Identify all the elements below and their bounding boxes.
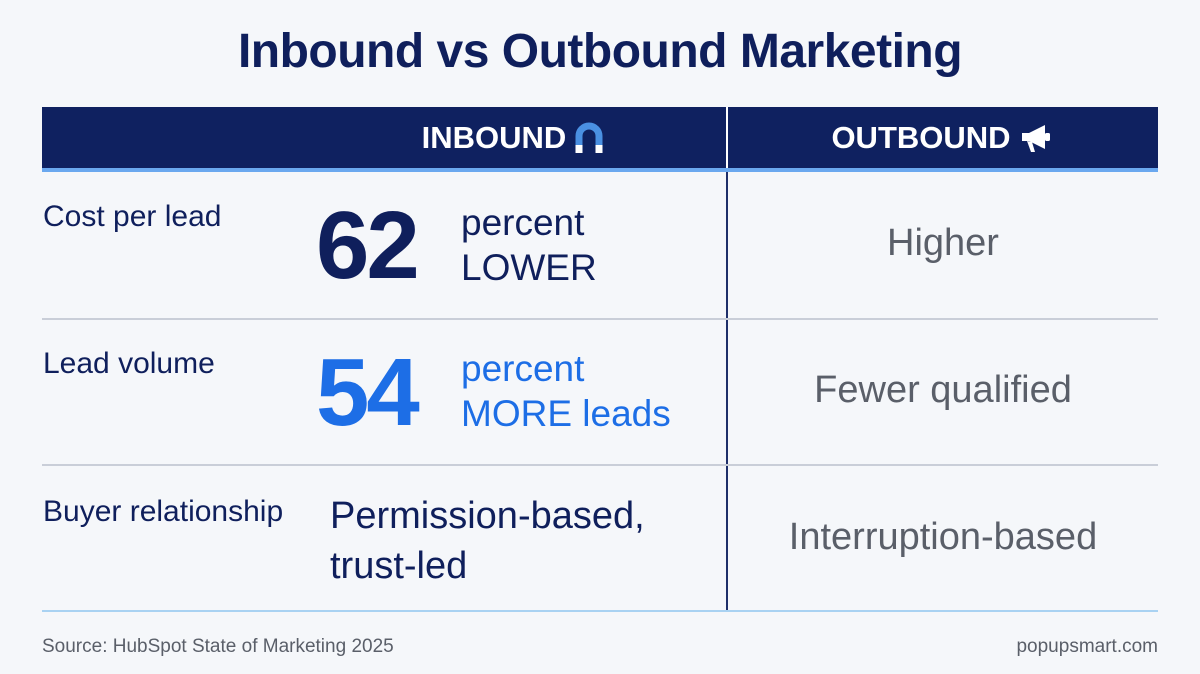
page-title: Inbound vs Outbound Marketing [237, 25, 963, 78]
row-label-buyer-relationship: Buyer relationship [43, 495, 284, 528]
megaphone-icon [1019, 121, 1055, 155]
lead-volume-number: 54 [316, 339, 420, 446]
outbound-lead-volume: Fewer qualified [814, 369, 1072, 411]
column-divider [726, 172, 728, 612]
outbound-label: OUTBOUND [831, 119, 1011, 155]
column-header-inbound: INBOUND [300, 107, 726, 168]
row-label-lead-volume: Lead volume [43, 347, 215, 380]
brand-footer: popupsmart.com [1016, 636, 1158, 657]
source-note: Source: HubSpot State of Marketing 2025 [42, 636, 394, 657]
magnet-icon [574, 121, 604, 155]
outbound-cost-per-lead: Higher [887, 222, 999, 264]
lead-volume-text: percent MORE leads [461, 346, 671, 436]
header-divider [726, 107, 728, 168]
table-bottom-line [42, 610, 1158, 612]
cost-per-lead-text: percent LOWER [461, 200, 597, 290]
outbound-buyer-relationship: Interruption-based [788, 516, 1098, 558]
lead-volume-text-line2: MORE leads [461, 393, 671, 434]
buyer-relationship-text: Permission-based, trust-led [330, 491, 645, 591]
lead-volume-text-line1: percent [461, 348, 585, 389]
cost-per-lead-text-line1: percent [461, 202, 585, 243]
row-divider [42, 318, 1158, 320]
column-header-outbound: OUTBOUND [728, 107, 1158, 168]
buyer-relationship-line2: trust-led [330, 545, 468, 587]
buyer-relationship-line1: Permission-based, [330, 495, 645, 537]
row-divider [42, 464, 1158, 466]
header-accent-line [42, 168, 1158, 172]
cost-per-lead-number: 62 [316, 192, 420, 299]
inbound-label: INBOUND [421, 119, 567, 155]
cost-per-lead-text-line2: LOWER [461, 247, 597, 288]
row-label-cost-per-lead: Cost per lead [43, 200, 222, 233]
